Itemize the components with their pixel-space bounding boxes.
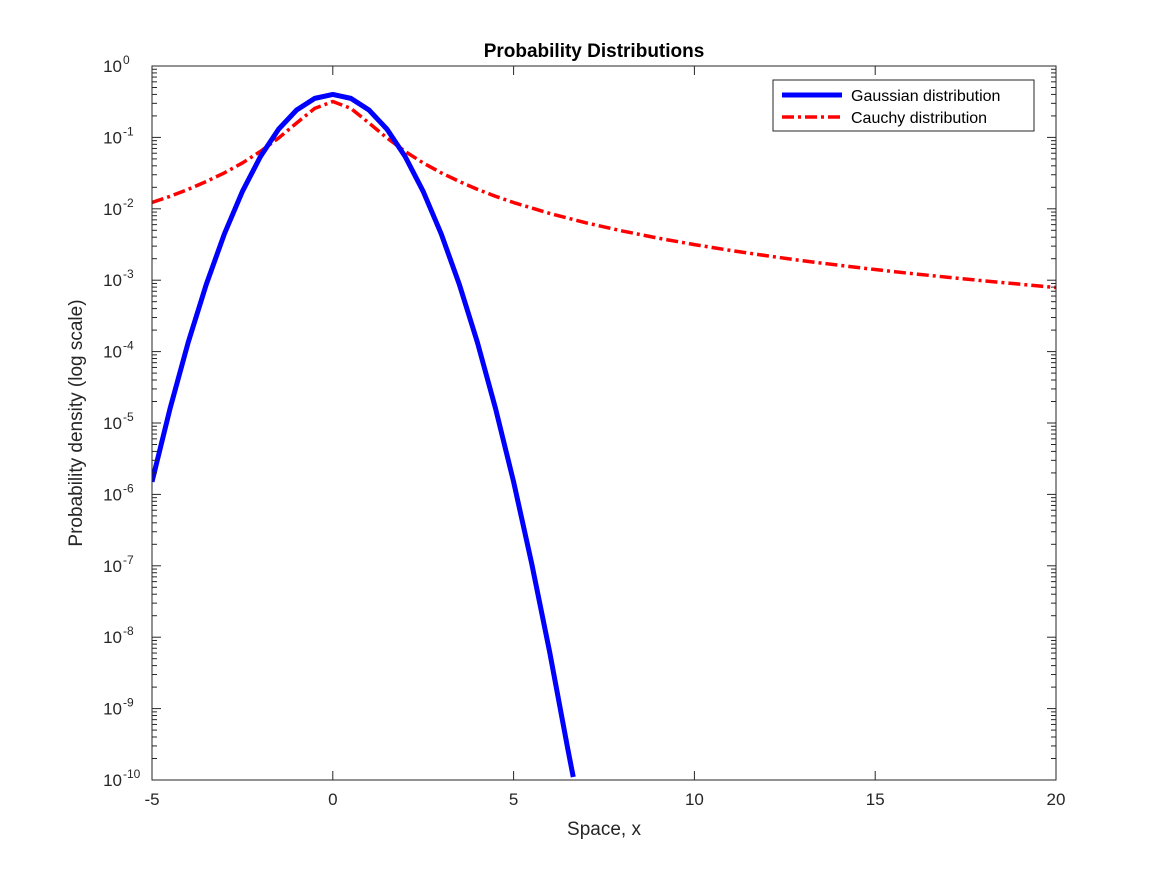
curves-layer bbox=[152, 91, 1056, 778]
x-tick-label: 5 bbox=[509, 790, 518, 809]
x-tick-label: 20 bbox=[1047, 790, 1066, 809]
x-tick-label: -5 bbox=[144, 790, 159, 809]
series-line-gaussian-distribution bbox=[152, 91, 576, 778]
y-tick-label: 10 bbox=[103, 557, 122, 576]
x-tick-label: 10 bbox=[685, 790, 704, 809]
legend-label-gaussian: Gaussian distribution bbox=[851, 88, 1000, 105]
y-tick-label: 10 bbox=[103, 485, 122, 504]
y-tick-exponent: -8 bbox=[123, 624, 134, 638]
x-tick-label: 15 bbox=[866, 790, 885, 809]
y-tick-label: 10 bbox=[103, 57, 122, 76]
y-tick-label: 10 bbox=[103, 700, 122, 719]
y-tick-label: 10 bbox=[103, 414, 122, 433]
y-tick-exponent: -1 bbox=[123, 124, 134, 138]
y-tick-exponent: -6 bbox=[123, 481, 134, 495]
y-tick-exponent: 0 bbox=[123, 53, 130, 67]
legend-label-cauchy: Cauchy distribution bbox=[851, 110, 987, 127]
y-tick-exponent: -10 bbox=[123, 767, 141, 781]
plot-area bbox=[152, 66, 1056, 780]
x-axis-title: Space, x bbox=[567, 819, 641, 840]
y-tick-label: 10 bbox=[103, 271, 122, 290]
y-tick-label: 10 bbox=[103, 343, 122, 362]
y-tick-exponent: -3 bbox=[123, 267, 134, 281]
y-tick-label: 10 bbox=[103, 771, 122, 790]
y-tick-exponent: -2 bbox=[123, 196, 134, 210]
y-tick-label: 10 bbox=[103, 128, 122, 147]
y-tick-exponent: -5 bbox=[123, 410, 134, 424]
series-line-cauchy-distribution bbox=[152, 99, 1056, 290]
x-tick-label: 0 bbox=[328, 790, 337, 809]
axes-box bbox=[151, 65, 1057, 781]
legend: Gaussian distribution Cauchy distributio… bbox=[772, 79, 1035, 132]
y-tick-label: 10 bbox=[103, 628, 122, 647]
y-axis-title: Probability density (log scale) bbox=[66, 299, 87, 546]
chart-title: Probability Distributions bbox=[484, 41, 705, 62]
y-tick-exponent: -9 bbox=[123, 696, 134, 710]
y-tick-exponent: -4 bbox=[123, 339, 134, 353]
y-tick-label: 10 bbox=[103, 200, 122, 219]
legend-box bbox=[772, 79, 1035, 132]
y-tick-exponent: -7 bbox=[123, 553, 134, 567]
